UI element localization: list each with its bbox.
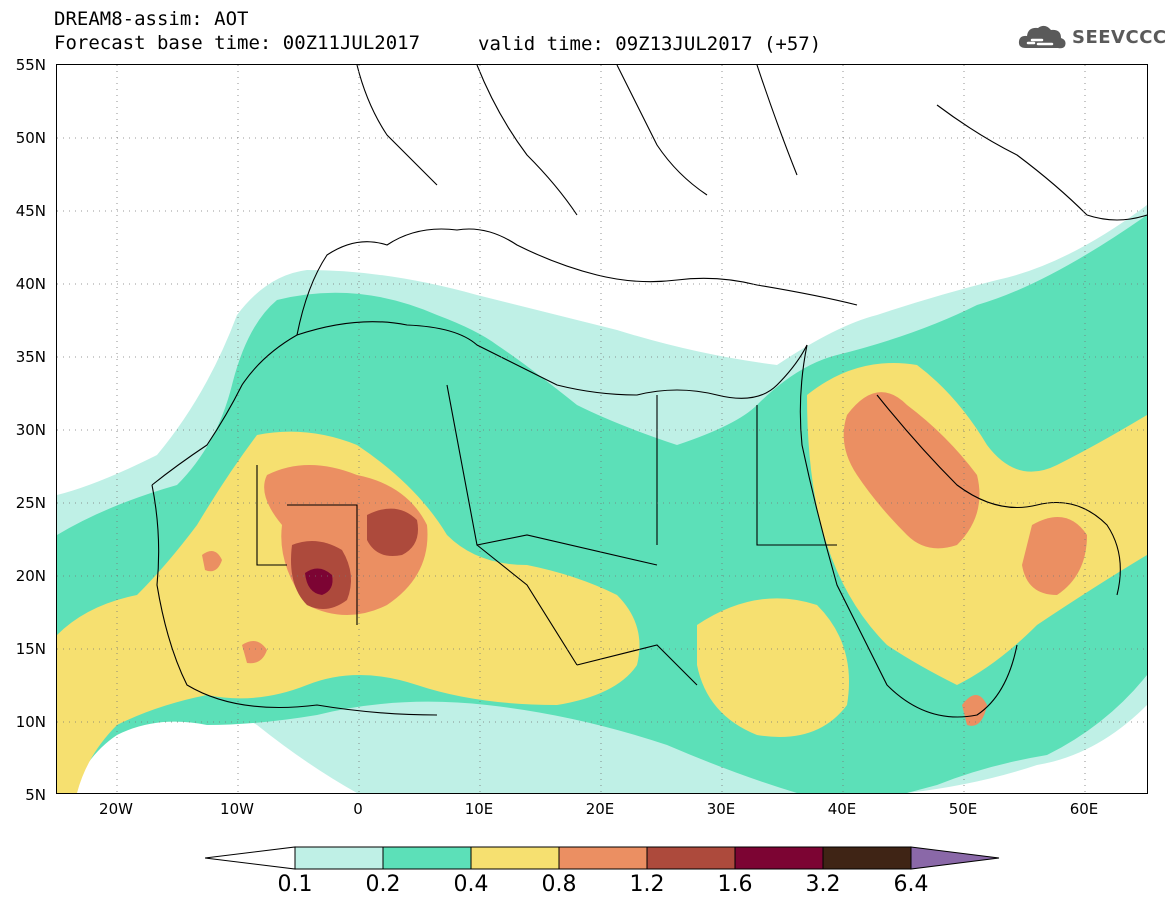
- colorbar-label-0-1: 0.1: [277, 872, 313, 897]
- aot-1-2-band-b: [367, 508, 418, 556]
- coastlines: [151, 65, 1147, 718]
- seevccc-logo: SEEVCCC: [1016, 22, 1165, 52]
- map-title: DREAM8-assim: AOT: [54, 8, 249, 30]
- lat-label-25n: 25N: [15, 494, 46, 512]
- lon-label-0: 0: [353, 800, 363, 818]
- lat-label-20n: 20N: [15, 567, 46, 585]
- lon-label-50e: 50E: [948, 800, 978, 818]
- colorbar-segment-3: [470, 846, 560, 870]
- colorbar-label-0-2: 0.2: [365, 872, 401, 897]
- colorbar-label-0-8: 0.8: [541, 872, 577, 897]
- lon-label-40e: 40E: [827, 800, 857, 818]
- lat-label-50n: 50N: [15, 129, 46, 147]
- lon-label-30e: 30E: [706, 800, 736, 818]
- colorbar-segment-7: [822, 846, 912, 870]
- lon-label-10e: 10E: [464, 800, 494, 818]
- colorbar-label-0-4: 0.4: [453, 872, 489, 897]
- lat-label-40n: 40N: [15, 275, 46, 293]
- lat-label-15n: 15N: [15, 640, 46, 658]
- colorbar-segment-4: [558, 846, 648, 870]
- colorbar-label-1-6: 1.6: [717, 872, 753, 897]
- aot-field: [57, 65, 1147, 793]
- aot-1-6-band: [305, 568, 333, 595]
- colorbar-segment-0: [205, 846, 296, 870]
- colorbar-segment-8: [910, 846, 1000, 870]
- lat-label-10n: 10N: [15, 713, 46, 731]
- colorbar-segment-2: [382, 846, 472, 870]
- lat-label-55n: 55N: [15, 56, 46, 74]
- aot-0-8-band-small1: [242, 641, 267, 664]
- lat-label-45n: 45N: [15, 202, 46, 220]
- colorbar-label-1-2: 1.2: [629, 872, 665, 897]
- colorbar-segment-6: [734, 846, 824, 870]
- lat-label-5n: 5N: [25, 786, 46, 804]
- cloud-icon: [1018, 25, 1066, 49]
- lon-label-20w: 20W: [99, 800, 133, 818]
- logo-text: SEEVCCC: [1072, 26, 1165, 48]
- colorbar-label-3-2: 3.2: [805, 872, 841, 897]
- lon-label-10w: 10W: [220, 800, 254, 818]
- aot-0-8-band-oman: [1022, 517, 1087, 595]
- colorbar: [205, 846, 1000, 870]
- graticule: [57, 65, 1147, 793]
- valid-time: valid time: 09Z13JUL2017 (+57): [478, 33, 822, 55]
- lat-label-35n: 35N: [15, 348, 46, 366]
- lat-label-30n: 30N: [15, 421, 46, 439]
- aot-0-8-band-horn: [962, 695, 987, 726]
- colorbar-label-6-4: 6.4: [893, 872, 929, 897]
- aot-0-8-band-small2: [202, 551, 222, 572]
- aot-0-8-band-east: [843, 392, 980, 549]
- aot-0-4-band-horn: [697, 598, 849, 737]
- forecast-base-time: Forecast base time: 00Z11JUL2017: [54, 32, 421, 54]
- aot-map: [56, 64, 1148, 794]
- lon-label-20e: 20E: [585, 800, 615, 818]
- lon-label-60e: 60E: [1069, 800, 1099, 818]
- colorbar-segment-5: [646, 846, 736, 870]
- colorbar-segment-1: [294, 846, 384, 870]
